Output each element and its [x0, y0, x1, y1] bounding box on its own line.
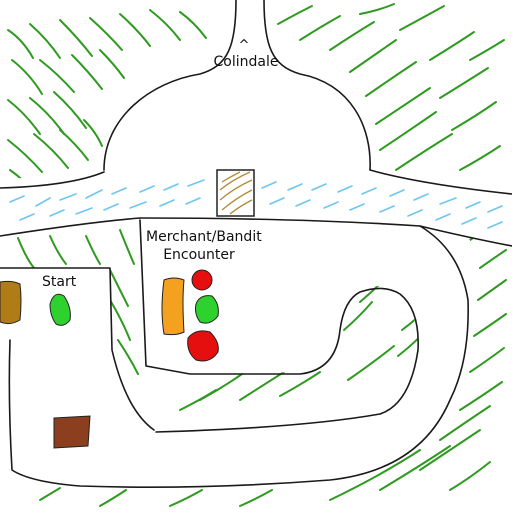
- grass-hatching: [7, 3, 507, 507]
- supply-cart-token[interactable]: [0, 280, 22, 325]
- ally-token[interactable]: [195, 295, 219, 324]
- bandit-token[interactable]: [191, 269, 213, 291]
- crate-token[interactable]: [53, 415, 91, 449]
- start-label[interactable]: Start: [42, 274, 77, 290]
- tokens: [0, 269, 219, 449]
- bandit-token[interactable]: [187, 330, 219, 362]
- location-label-colindale[interactable]: Colindale: [213, 54, 279, 70]
- river: [9, 179, 503, 229]
- path-outlines: [0, 0, 512, 488]
- player-token[interactable]: [49, 293, 71, 326]
- north-arrow: ^: [238, 38, 250, 53]
- encounter-label[interactable]: Merchant/Bandit Encounter: [146, 229, 262, 263]
- bridge[interactable]: [216, 169, 255, 217]
- terrain-fills: [0, 0, 512, 470]
- merchant-wagon-token[interactable]: [161, 277, 185, 336]
